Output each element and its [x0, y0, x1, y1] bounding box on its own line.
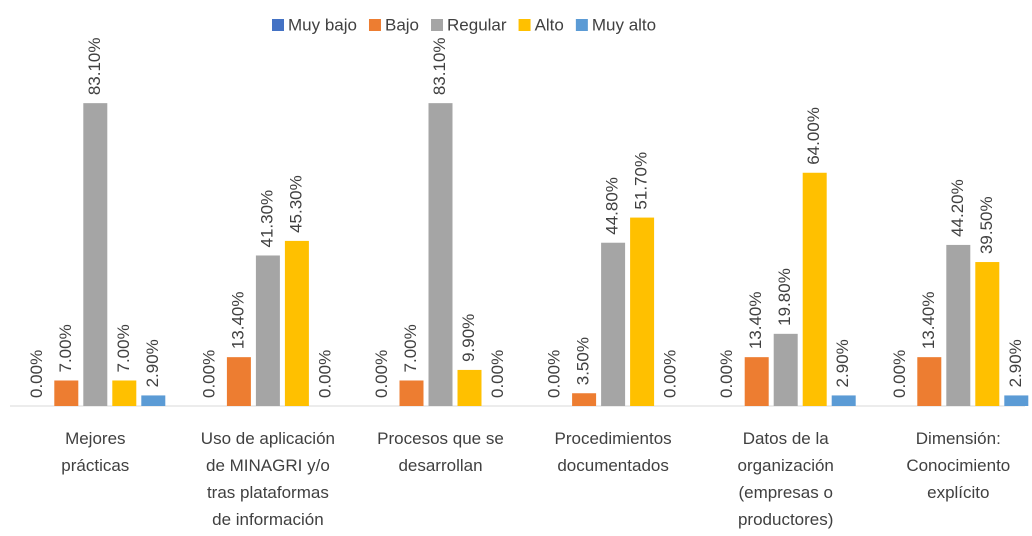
bar — [773, 333, 798, 406]
value-label: 39.50% — [977, 196, 996, 254]
value-label: 19.80% — [775, 268, 794, 326]
bar — [226, 357, 251, 406]
bar — [630, 217, 655, 406]
legend-swatch — [518, 19, 531, 31]
bar — [802, 172, 827, 406]
bar — [744, 357, 769, 406]
value-label: 0.00% — [27, 350, 46, 398]
legend-swatch — [575, 19, 588, 31]
bar — [946, 244, 971, 406]
value-label: 45.30% — [286, 175, 305, 233]
value-label: 7.00% — [401, 324, 420, 372]
value-label: 0.00% — [488, 350, 507, 398]
x-tick-label: Datos de la organización (empresas o produc… — [737, 429, 833, 529]
bar — [112, 380, 137, 406]
value-label: 83.10% — [430, 37, 449, 95]
value-label: 44.20% — [948, 179, 967, 237]
value-label: 0.00% — [717, 350, 736, 398]
value-label: 41.30% — [257, 190, 276, 248]
bar — [255, 255, 280, 406]
legend-swatch — [431, 19, 444, 31]
x-tick-label: Procedimientos documentados — [555, 429, 672, 475]
legend-label: Muy bajo — [288, 15, 357, 34]
value-label: 0.00% — [315, 350, 334, 398]
value-label: 0.00% — [372, 350, 391, 398]
legend-label: Alto — [535, 15, 564, 34]
bar — [457, 369, 482, 406]
value-label: 13.40% — [746, 291, 765, 349]
value-label: 0.00% — [890, 350, 909, 398]
value-label: 64.00% — [804, 107, 823, 165]
value-label: 2.90% — [833, 339, 852, 387]
bar — [975, 262, 1000, 406]
bar — [83, 103, 108, 406]
legend-swatch — [368, 19, 381, 31]
x-tick-label: Procesos que se desarrollan — [377, 429, 504, 475]
value-label: 2.90% — [1006, 339, 1025, 387]
bar — [601, 242, 626, 406]
bar — [572, 393, 597, 406]
bar — [284, 240, 309, 406]
value-label: 9.90% — [459, 314, 478, 362]
value-label: 51.70% — [632, 152, 651, 210]
legend-swatch — [272, 19, 284, 31]
bar — [399, 380, 424, 406]
value-label: 0.00% — [545, 350, 564, 398]
value-label: 2.90% — [143, 339, 162, 387]
bar — [141, 395, 166, 406]
value-label: 7.00% — [56, 324, 75, 372]
value-label: 13.40% — [228, 291, 247, 349]
value-label: 83.10% — [85, 37, 104, 95]
bar — [1004, 395, 1029, 406]
legend-label: Bajo — [385, 15, 419, 34]
x-tick-label: Mejores prácticas — [61, 429, 129, 475]
value-label: 3.50% — [574, 337, 593, 385]
bar — [428, 103, 453, 406]
bar — [917, 357, 942, 406]
value-label: 0.00% — [199, 350, 218, 398]
value-label: 7.00% — [114, 324, 133, 372]
x-tick-label: Uso de aplicación de MINAGRI y/o tras plat… — [201, 429, 335, 529]
value-label: 0.00% — [661, 350, 680, 398]
bar — [54, 380, 79, 406]
value-label: 44.80% — [603, 177, 622, 235]
bar — [831, 395, 856, 406]
value-label: 13.40% — [919, 291, 938, 349]
legend-label: Muy alto — [592, 15, 656, 34]
legend-label: Regular — [447, 15, 507, 34]
x-tick-label: Dimensión: Conocimiento explícito — [906, 429, 1010, 502]
